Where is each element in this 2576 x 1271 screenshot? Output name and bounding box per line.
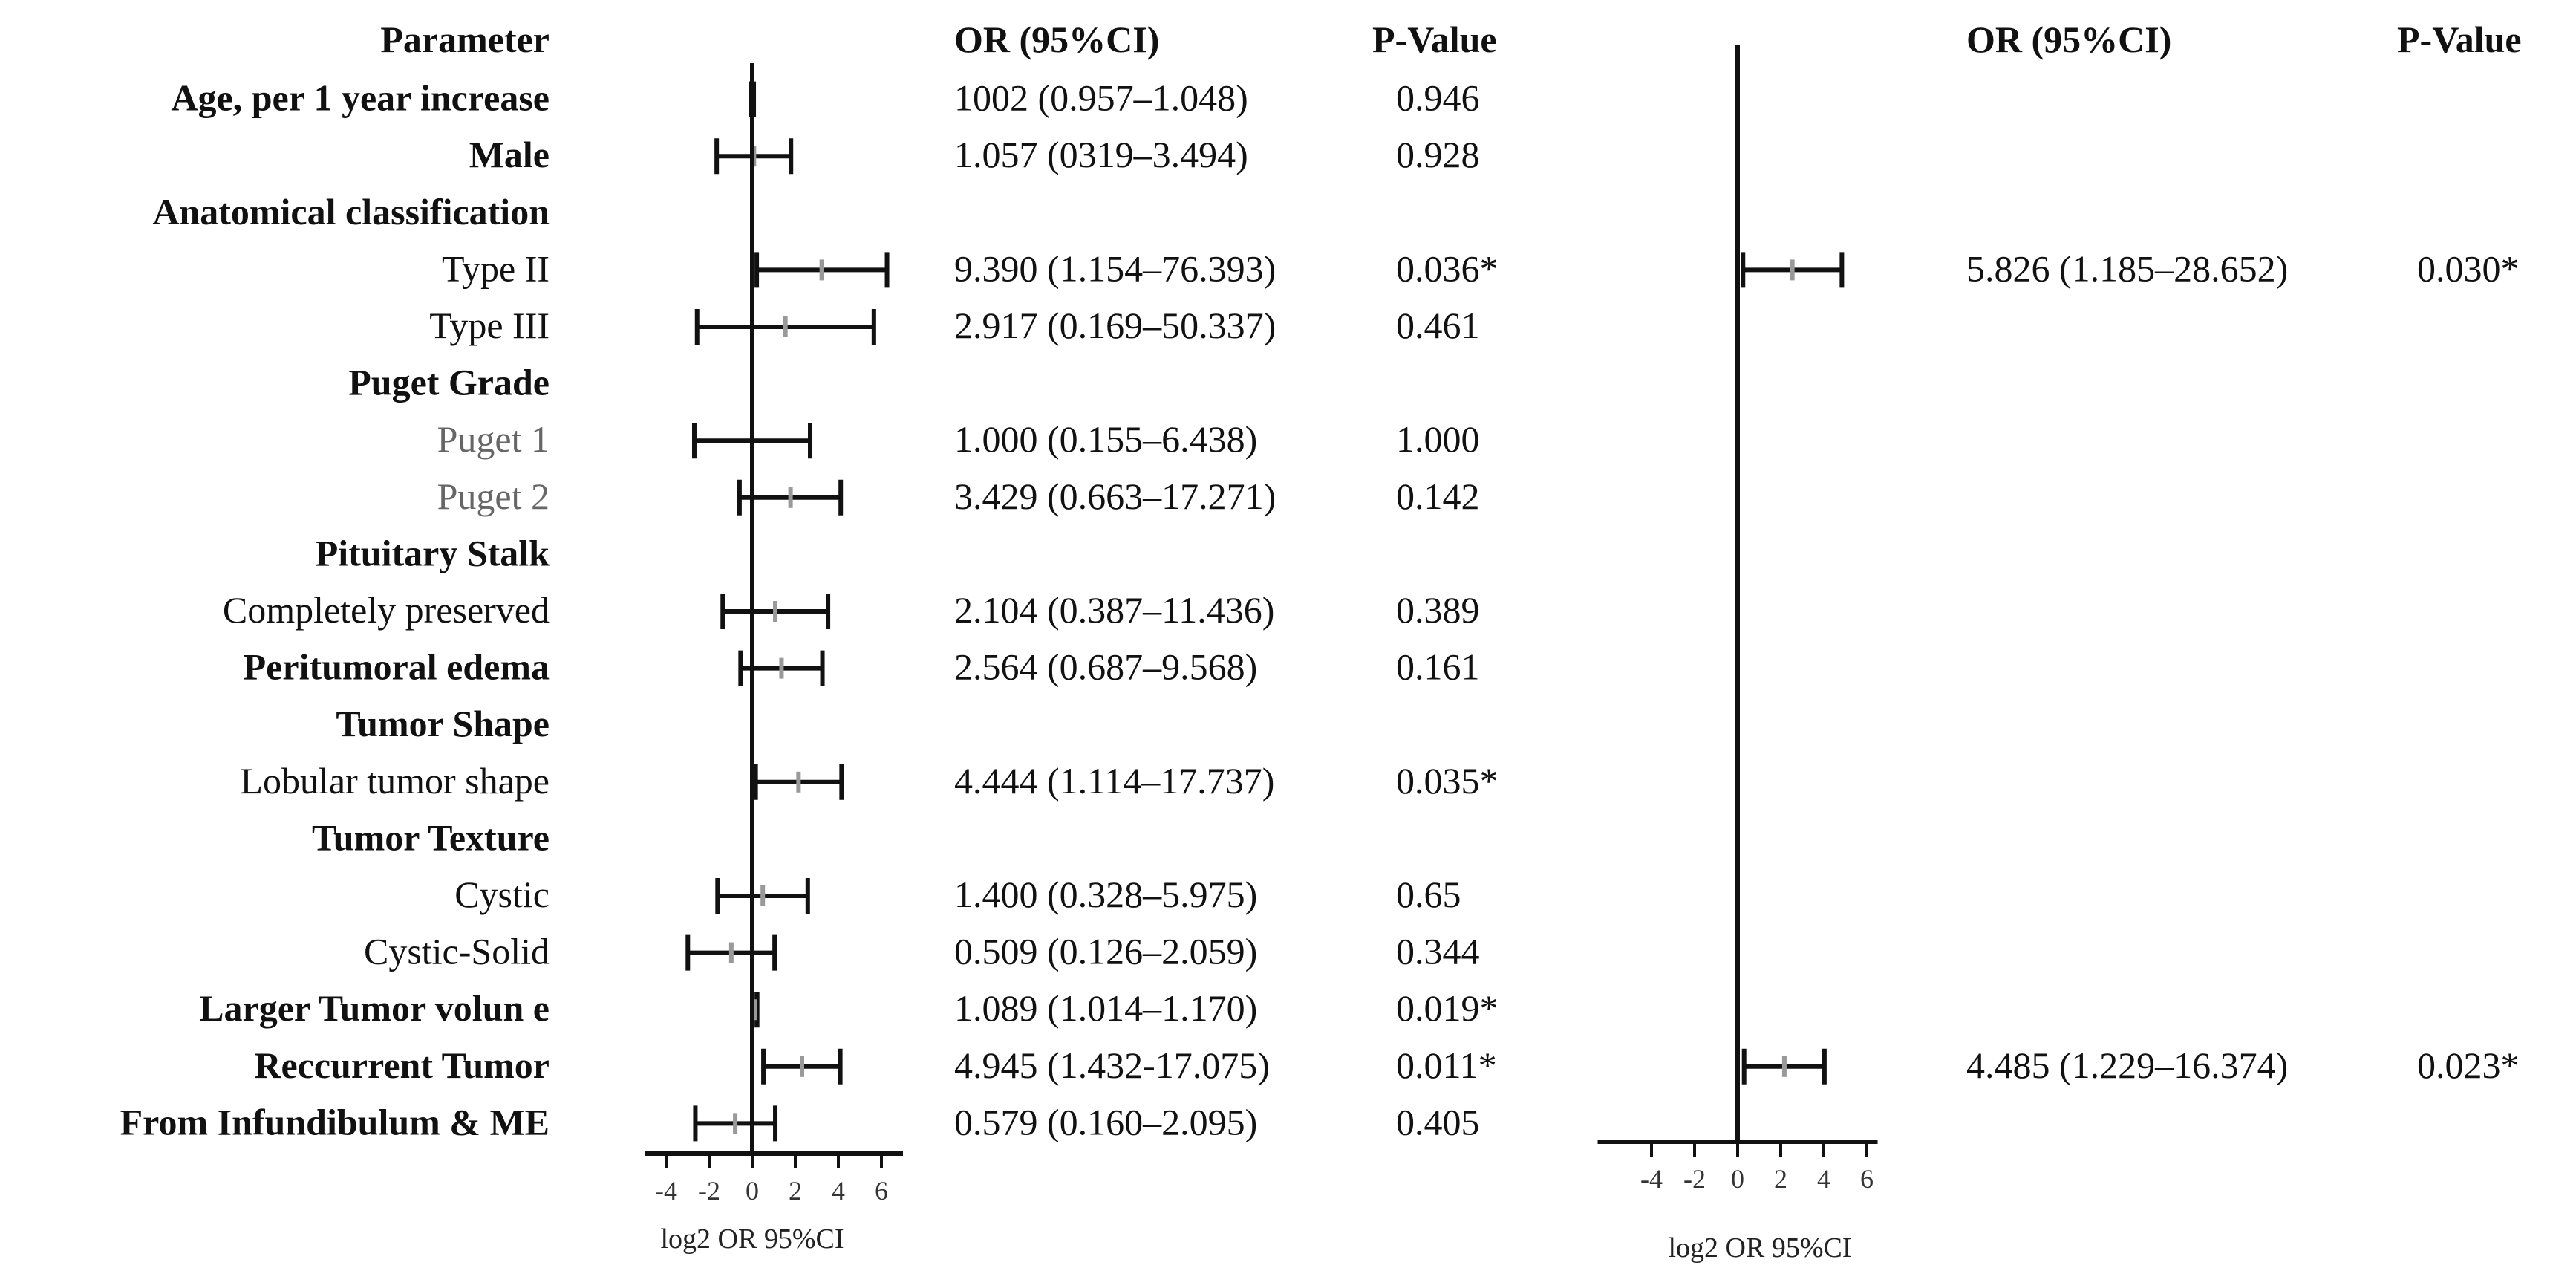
- row-label: Tumor Shape: [336, 703, 550, 744]
- row-label: Puget 2: [437, 475, 550, 517]
- or-ci-value: 1002 (0.957–1.048): [954, 77, 1248, 119]
- row-label: Puget Grade: [348, 362, 550, 403]
- x-tick-label: -4: [1640, 1164, 1663, 1194]
- p-value: 0.036*: [1396, 247, 1499, 289]
- p-value: 0.405: [1396, 1101, 1480, 1142]
- row-label: Reccurrent Tumor: [254, 1044, 550, 1086]
- x-axis-title: log2 OR 95%CI: [661, 1223, 844, 1255]
- p-value: 0.65: [1396, 874, 1461, 915]
- row-label: Pituitary Stalk: [316, 532, 550, 573]
- or-ci-value: 4.444 (1.114–17.737): [954, 760, 1274, 802]
- x-tick-label: 6: [1860, 1164, 1874, 1194]
- x-tick-label: 2: [1774, 1164, 1787, 1194]
- x-tick-label: -4: [655, 1176, 677, 1206]
- or-ci-value: 3.429 (0.663–17.271): [954, 475, 1276, 517]
- p-value: 0.928: [1396, 134, 1480, 175]
- x-tick-label: 0: [746, 1176, 759, 1206]
- p-value: 0.023*: [2417, 1044, 2520, 1086]
- p-value: 0.019*: [1396, 987, 1499, 1029]
- p-value: 0.030*: [2417, 247, 2520, 289]
- p-value: 0.142: [1396, 475, 1480, 517]
- header-p-value-2: P-Value: [2397, 19, 2522, 60]
- x-tick-label: -2: [1683, 1164, 1706, 1194]
- p-value: 0.035*: [1396, 760, 1499, 802]
- row-label: Completely preserved: [223, 589, 550, 631]
- or-ci-value: 2.917 (0.169–50.337): [954, 305, 1276, 346]
- x-tick-label: 0: [1731, 1164, 1744, 1194]
- or-ci-value: 2.564 (0.687–9.568): [954, 646, 1257, 688]
- row-label: Larger Tumor volun e: [199, 987, 550, 1029]
- header-p-value: P-Value: [1372, 19, 1497, 60]
- row-label: From Infundibulum & ME: [120, 1101, 550, 1142]
- row-label: Age, per 1 year increase: [171, 77, 550, 119]
- p-value: 0.344: [1396, 931, 1480, 972]
- row-label: Tumor Texture: [312, 816, 550, 858]
- or-ci-value: 4.485 (1.229–16.374): [1966, 1044, 2288, 1086]
- header-or-ci-2: OR (95%CI): [1966, 19, 2171, 60]
- x-tick-label: 6: [875, 1176, 888, 1206]
- row-label: Anatomical classification: [152, 191, 550, 233]
- row-label: Lobular tumor shape: [240, 760, 550, 802]
- or-ci-value: 0.579 (0.160–2.095): [954, 1101, 1257, 1142]
- x-axis-title-2: log2 OR 95%CI: [1669, 1232, 1852, 1264]
- header-parameter: Parameter: [380, 19, 550, 60]
- row-label: Type III: [429, 305, 550, 346]
- p-value: 0.161: [1396, 646, 1480, 688]
- or-ci-value: 9.390 (1.154–76.393): [954, 247, 1276, 289]
- x-tick-label: 4: [832, 1176, 845, 1206]
- or-ci-value: 2.104 (0.387–11.436): [954, 589, 1274, 631]
- or-ci-value: 1.400 (0.328–5.975): [954, 874, 1257, 915]
- row-label: Cystic-Solid: [364, 931, 550, 972]
- header-or-ci: OR (95%CI): [954, 19, 1159, 60]
- p-value: 0.389: [1396, 589, 1480, 631]
- row-label: Peritumoral edema: [244, 646, 550, 688]
- p-value: 0.461: [1396, 305, 1480, 346]
- or-ci-value: 1.057 (0319–3.494): [954, 134, 1248, 175]
- x-tick-label: 4: [1817, 1164, 1830, 1194]
- or-ci-value: 4.945 (1.432-17.075): [954, 1044, 1270, 1086]
- row-label: Male: [469, 134, 550, 175]
- or-ci-value: 1.089 (1.014–1.170): [954, 987, 1257, 1029]
- p-value: 1.000: [1396, 418, 1480, 460]
- x-tick-label: -2: [698, 1176, 720, 1206]
- row-label: Type II: [442, 247, 550, 289]
- x-tick-label: 2: [789, 1176, 802, 1206]
- p-value: 0.011*: [1396, 1044, 1497, 1086]
- p-value: 0.946: [1396, 77, 1480, 119]
- row-label: Cystic: [454, 874, 550, 915]
- or-ci-value: 1.000 (0.155–6.438): [954, 418, 1257, 460]
- or-ci-value: 5.826 (1.185–28.652): [1966, 247, 2288, 289]
- or-ci-value: 0.509 (0.126–2.059): [954, 931, 1257, 972]
- row-label: Puget 1: [437, 418, 550, 460]
